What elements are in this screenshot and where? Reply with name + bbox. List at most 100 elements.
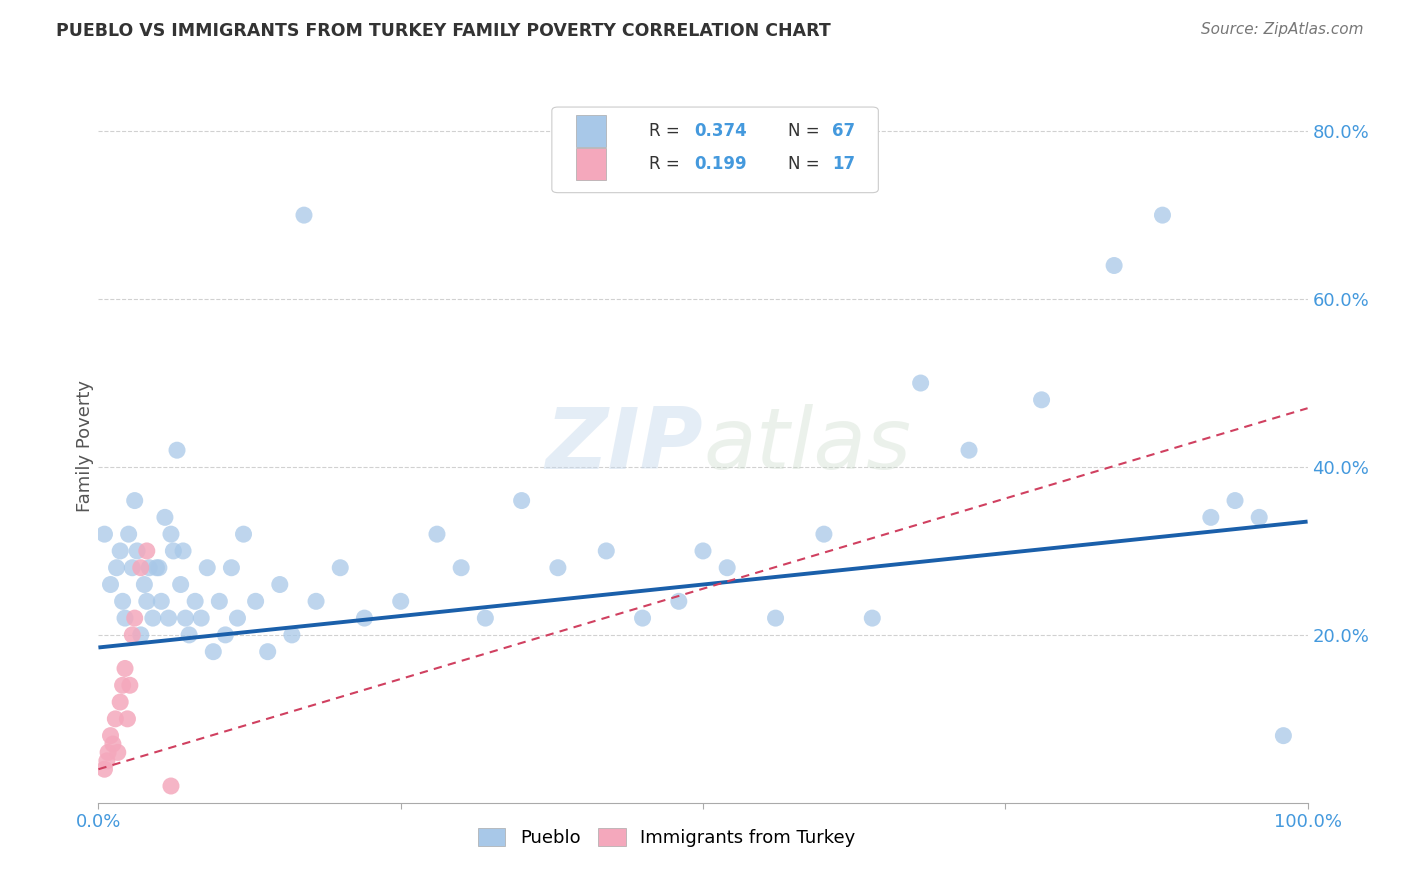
Point: [860, 611, 883, 625]
FancyBboxPatch shape: [576, 148, 606, 180]
Text: N =: N =: [787, 121, 824, 139]
Point: [107, 746, 129, 760]
Point: [292, 208, 315, 222]
Point: [426, 527, 449, 541]
Point: [1249, 510, 1271, 524]
Point: [117, 712, 139, 726]
Point: [114, 611, 136, 625]
Text: Source: ZipAtlas.com: Source: ZipAtlas.com: [1201, 22, 1364, 37]
Point: [184, 594, 207, 608]
Point: [148, 560, 170, 574]
Point: [124, 493, 146, 508]
Point: [765, 611, 787, 625]
Point: [129, 560, 152, 574]
Point: [329, 560, 352, 574]
Point: [1031, 392, 1053, 407]
Point: [121, 628, 143, 642]
Point: [93, 762, 115, 776]
Point: [101, 737, 124, 751]
Point: [631, 611, 654, 625]
Point: [1152, 208, 1174, 222]
Point: [474, 611, 496, 625]
Point: [108, 544, 131, 558]
Point: [118, 678, 141, 692]
Text: 0.374: 0.374: [695, 121, 747, 139]
Point: [157, 611, 180, 625]
Point: [160, 527, 183, 541]
Point: [97, 746, 120, 760]
Point: [1272, 729, 1295, 743]
Point: [305, 594, 328, 608]
Point: [169, 577, 191, 591]
Point: [108, 695, 131, 709]
Point: [208, 594, 231, 608]
Point: [160, 779, 183, 793]
Point: [153, 510, 176, 524]
FancyBboxPatch shape: [551, 107, 879, 193]
Point: [129, 628, 152, 642]
Point: [232, 527, 254, 541]
Point: [174, 611, 197, 625]
Point: [172, 544, 194, 558]
Text: 0.199: 0.199: [695, 155, 747, 173]
Text: 67: 67: [832, 121, 855, 139]
Text: ZIP: ZIP: [546, 404, 703, 488]
Point: [135, 594, 157, 608]
Point: [692, 544, 714, 558]
Point: [195, 560, 218, 574]
Legend: Pueblo, Immigrants from Turkey: Pueblo, Immigrants from Turkey: [471, 821, 862, 855]
Point: [111, 678, 134, 692]
Point: [256, 645, 278, 659]
Point: [910, 376, 932, 390]
Point: [150, 594, 173, 608]
Point: [957, 443, 980, 458]
Point: [114, 661, 136, 675]
Point: [93, 527, 115, 541]
Point: [96, 754, 118, 768]
Point: [1199, 510, 1222, 524]
Point: [105, 560, 128, 574]
Text: 17: 17: [832, 155, 855, 173]
Point: [547, 560, 569, 574]
Point: [142, 611, 165, 625]
Point: [138, 560, 160, 574]
Point: [269, 577, 291, 591]
Point: [162, 544, 184, 558]
Point: [135, 544, 157, 558]
Point: [179, 628, 201, 642]
Point: [813, 527, 835, 541]
Text: R =: R =: [648, 155, 685, 173]
Point: [389, 594, 412, 608]
Text: N =: N =: [787, 155, 824, 173]
Point: [214, 628, 236, 642]
Point: [202, 645, 225, 659]
Text: PUEBLO VS IMMIGRANTS FROM TURKEY FAMILY POVERTY CORRELATION CHART: PUEBLO VS IMMIGRANTS FROM TURKEY FAMILY …: [56, 22, 831, 40]
Point: [100, 729, 122, 743]
Point: [1223, 493, 1246, 508]
Point: [226, 611, 249, 625]
Point: [121, 560, 143, 574]
Point: [716, 560, 738, 574]
Point: [221, 560, 243, 574]
Point: [127, 544, 149, 558]
Point: [281, 628, 304, 642]
Point: [104, 712, 127, 726]
Point: [134, 577, 156, 591]
Point: [190, 611, 212, 625]
Point: [111, 594, 134, 608]
Point: [124, 611, 146, 625]
Point: [1102, 259, 1125, 273]
Point: [245, 594, 267, 608]
Point: [145, 560, 167, 574]
Point: [353, 611, 375, 625]
Point: [595, 544, 617, 558]
Point: [510, 493, 533, 508]
Text: R =: R =: [648, 121, 685, 139]
Y-axis label: Family Poverty: Family Poverty: [76, 380, 94, 512]
Point: [166, 443, 188, 458]
Point: [118, 527, 141, 541]
FancyBboxPatch shape: [576, 114, 606, 146]
Point: [668, 594, 690, 608]
Point: [450, 560, 472, 574]
Point: [100, 577, 122, 591]
